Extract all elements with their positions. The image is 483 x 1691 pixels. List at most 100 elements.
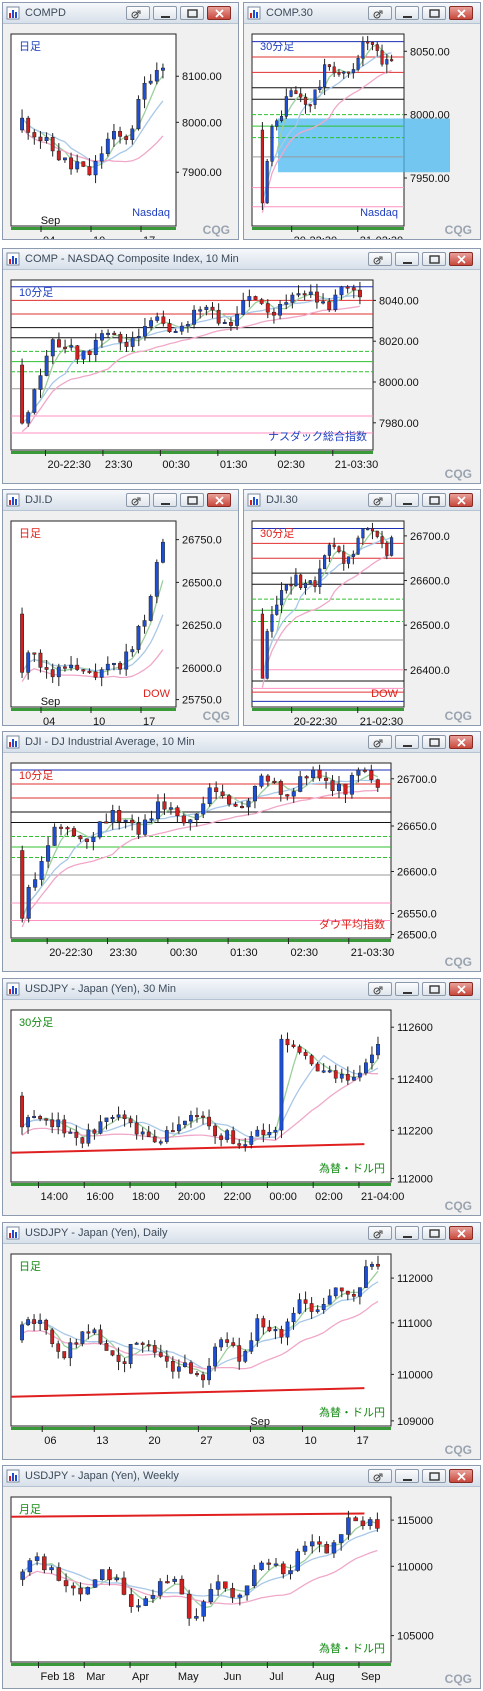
chart-window-dji10[interactable]: DJI - DJ Industrial Average, 10 Min 10分足ダ… (2, 731, 481, 972)
maximize-button[interactable] (180, 6, 204, 20)
candle-body (318, 568, 322, 588)
link-button[interactable] (368, 6, 392, 20)
chart-window-comp10[interactable]: COMP - NASDAQ Composite Index, 10 Min 10分… (2, 248, 481, 484)
chart-window-djid[interactable]: DJI.D 日足 DOW 26750.0 26500.0 26250.0 26000.0 25… (2, 489, 239, 726)
candle-body (279, 116, 284, 121)
minimize-button[interactable] (395, 982, 419, 996)
candle-body (75, 664, 80, 670)
chart-window-usdjpyw[interactable]: USDJPY - Japan (Yen), Weekly 月足 為替・ドル円 1150… (2, 1465, 481, 1689)
x-tick-label: 10 (305, 1435, 317, 1447)
maximize-button[interactable] (422, 252, 446, 266)
close-button[interactable] (449, 6, 473, 20)
chart-window-comp30[interactable]: COMP.30 30分足 Nasdaq 8050.00 8000.00 7950.00 20… (243, 2, 481, 240)
close-button[interactable] (449, 982, 473, 996)
candle-body (154, 70, 159, 82)
minimize-button[interactable] (395, 1226, 419, 1240)
candle-body (146, 1344, 151, 1347)
candle-body (20, 613, 24, 673)
candle-body (92, 1579, 98, 1588)
x-tick-label: 21-03:30 (335, 459, 378, 471)
close-button[interactable] (207, 493, 231, 507)
minimize-button[interactable] (395, 252, 419, 266)
y-tick-label: 8040.00 (379, 295, 419, 307)
candle-body (104, 1343, 109, 1351)
close-button[interactable] (449, 493, 473, 507)
x-tick-label: 00:00 (269, 1191, 297, 1203)
close-button[interactable] (449, 1469, 473, 1483)
link-button[interactable] (368, 1469, 392, 1483)
candle-body (104, 1117, 109, 1122)
chart-window-compd[interactable]: COMPD 日足 Nasdaq 8100.00 8000.00 7900.00 04 10 17… (2, 2, 239, 240)
title-bar[interactable]: DJI - DJ Industrial Average, 10 Min (3, 732, 480, 753)
chart-window-usdjpyd[interactable]: USDJPY - Japan (Yen), Daily 日足 為替・ドル円 11200… (2, 1222, 481, 1460)
candle-body (324, 777, 329, 781)
candle-body (303, 583, 308, 588)
maximize-button[interactable] (422, 982, 446, 996)
y-tick-label: 7980.00 (379, 418, 419, 430)
title-bar[interactable]: USDJPY - Japan (Yen), Daily (3, 1223, 480, 1244)
maximize-button[interactable] (422, 1226, 446, 1240)
link-button[interactable] (368, 252, 392, 266)
candle-body (164, 1130, 169, 1142)
y-tick-label: 109000 (397, 1416, 434, 1428)
link-button[interactable] (368, 982, 392, 996)
candle-body (38, 652, 43, 668)
chart-window-usdjpy30[interactable]: USDJPY - Japan (Yen), 30 Min 30分足 為替・ドル円 11… (2, 978, 481, 1216)
candle-body (233, 803, 238, 807)
close-button[interactable] (449, 252, 473, 266)
link-button[interactable] (368, 735, 392, 749)
title-bar[interactable]: USDJPY - Japan (Yen), Weekly (3, 1466, 480, 1487)
link-icon (131, 497, 141, 506)
candle-body (68, 1342, 73, 1359)
link-button[interactable] (126, 6, 150, 20)
minimize-button[interactable] (395, 735, 419, 749)
link-button[interactable] (368, 1226, 392, 1240)
x-tick-label: 18:00 (132, 1191, 160, 1203)
close-button[interactable] (449, 1226, 473, 1240)
maximize-button[interactable] (422, 6, 446, 20)
candle-body (296, 293, 301, 296)
maximize-button[interactable] (180, 493, 204, 507)
chart-plot[interactable]: 日足 DOW 26750.0 26500.0 26250.0 26000.0 25750.0… (3, 490, 238, 725)
link-button[interactable] (368, 493, 392, 507)
candle-body (331, 1542, 337, 1554)
chart-window-dji30[interactable]: DJI.30 30分足 DOW 26700.0 26600.0 26500.0 26400.… (243, 489, 481, 726)
minimize-button[interactable] (395, 493, 419, 507)
candle-body (231, 1130, 236, 1144)
minimize-icon (403, 992, 412, 994)
title-bar[interactable]: COMP.30 (244, 3, 480, 24)
chart-plot[interactable]: 30分足 Nasdaq 8050.00 8000.00 7950.00 20-22:30 2… (244, 3, 480, 239)
candle-body (97, 821, 102, 838)
candle-body (333, 294, 338, 310)
candle-body (63, 1580, 69, 1587)
maximize-button[interactable] (422, 735, 446, 749)
minimize-button[interactable] (153, 6, 177, 20)
title-bar[interactable]: DJI.D (3, 490, 238, 511)
close-button[interactable] (207, 6, 231, 20)
minimize-button[interactable] (395, 6, 419, 20)
window-title: COMPD (25, 7, 66, 19)
time-bar (11, 708, 176, 711)
x-tick-label: 16:00 (86, 1191, 114, 1203)
chart-plot[interactable]: 日足 Nasdaq 8100.00 8000.00 7900.00 04 10 17 Sep CQ… (3, 3, 238, 239)
chart-plot[interactable]: 30分足 DOW 26700.0 26600.0 26500.0 26400.0 20-22… (244, 490, 480, 725)
candle-body (253, 296, 258, 300)
maximize-button[interactable] (422, 493, 446, 507)
title-bar[interactable]: USDJPY - Japan (Yen), 30 Min (3, 979, 480, 1000)
candle-body (86, 1129, 91, 1144)
candle-body (201, 1115, 205, 1118)
title-bar[interactable]: COMP - NASDAQ Composite Index, 10 Min (3, 249, 480, 270)
link-button[interactable] (126, 493, 150, 507)
minimize-button[interactable] (153, 493, 177, 507)
close-button[interactable] (449, 735, 473, 749)
maximize-button[interactable] (422, 1469, 446, 1483)
minimize-button[interactable] (395, 1469, 419, 1483)
title-bar[interactable]: COMPD (3, 3, 238, 24)
moving-average-line (21, 779, 378, 919)
title-bar[interactable]: DJI.30 (244, 490, 480, 511)
